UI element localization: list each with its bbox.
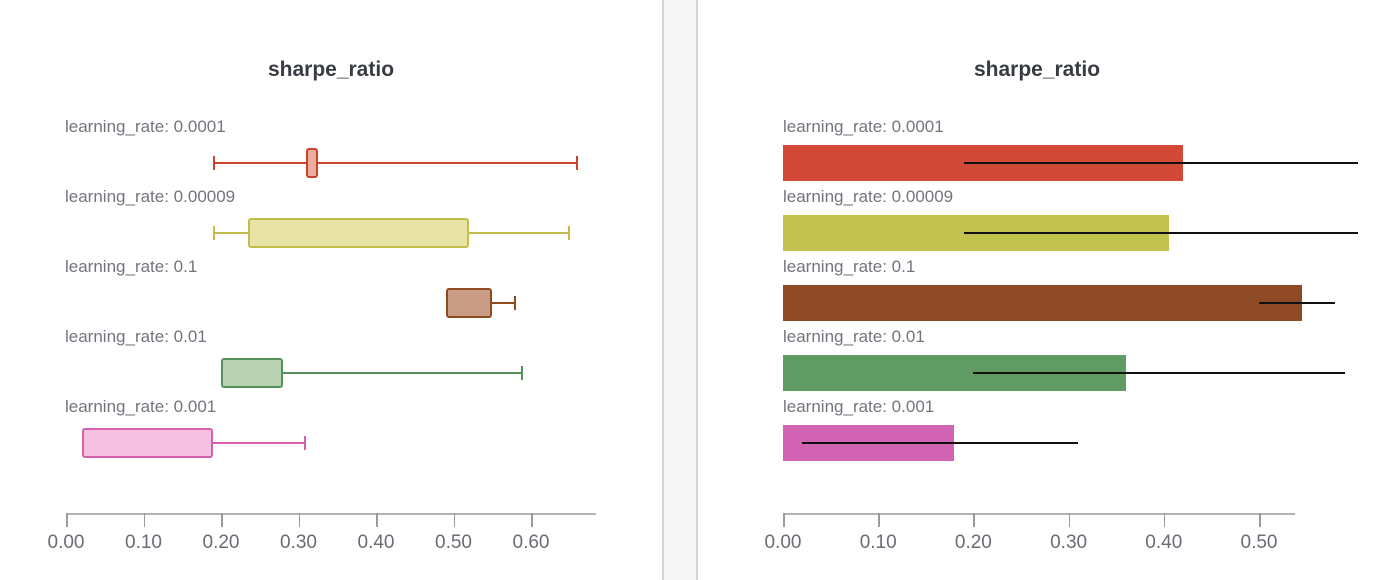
box-whisker-cap-max [575,156,578,170]
category-label: learning_rate: 0.01 [65,327,207,346]
x-axis-tick [783,513,785,527]
x-axis-tick [1259,513,1261,527]
x-axis-tick-label: 0.60 [512,532,550,553]
x-axis-tick [878,513,880,527]
x-axis-tick-label: 0.00 [47,532,85,553]
error-bar [973,371,1345,375]
x-axis-tick [376,513,378,527]
barchart-plot-area: learning_rate: 0.0001 learning_rate: 0.00… [698,0,1376,580]
bar [783,285,1302,321]
x-axis-tick [221,513,223,527]
category-label: learning_rate: 0.0001 [783,117,944,136]
x-axis-tick [298,513,300,527]
x-axis-tick-label: 0.10 [125,532,162,553]
panel-divider [662,0,698,580]
x-axis-tick [143,513,145,527]
box-whisker-line [213,162,578,164]
x-axis-tick-label: 0.50 [1240,532,1278,553]
x-axis-tick-label: 0.30 [280,532,317,553]
box-iqr [81,428,214,458]
x-axis-line [783,513,1295,515]
boxplot-plot-area: learning_rate: 0.0001 learning_rate: 0.00… [0,0,662,580]
panel-barchart: sharpe_ratio learning_rate: 0.0001 learni… [698,0,1376,580]
x-axis-tick-label: 0.40 [1145,532,1183,553]
box-iqr [221,358,283,388]
error-bar [963,231,1358,235]
box-iqr [306,148,318,178]
box-whisker-cap-min [213,156,216,170]
x-axis-tick-label: 0.20 [954,532,992,553]
x-axis-tick-label: 0.30 [1050,532,1088,553]
category-label: learning_rate: 0.0001 [65,117,226,136]
box-whisker-cap-max [567,226,570,240]
box-iqr [248,218,469,248]
error-bar [802,441,1079,445]
panel-boxplot: sharpe_ratio learning_rate: 0.0001 learni… [0,0,662,580]
error-bar [963,161,1358,165]
error-bar [1259,301,1336,305]
x-axis-tick-label: 0.50 [435,532,472,553]
category-label: learning_rate: 0.001 [65,397,217,416]
category-label: learning_rate: 0.00009 [783,187,954,206]
x-axis-tick-label: 0.40 [357,532,395,553]
box-whisker-cap-max [304,436,307,450]
box-whisker-line [221,372,524,374]
x-axis-tick [973,513,975,527]
x-axis-tick [66,513,68,527]
x-axis-tick-label: 0.00 [764,532,802,553]
x-axis-tick [1163,513,1166,527]
chart-title: sharpe_ratio [267,58,395,81]
category-label: learning_rate: 0.00009 [65,187,236,206]
x-axis-line [66,513,596,515]
box-whisker-cap-max [513,296,516,310]
x-axis-tick-label: 0.20 [202,532,240,553]
category-label: learning_rate: 0.01 [783,327,925,346]
category-label: learning_rate: 0.001 [783,397,935,416]
x-axis-tick [531,513,533,527]
category-label: learning_rate: 0.1 [65,257,198,276]
category-label: learning_rate: 0.1 [783,257,916,276]
bar-rows-clip: learning_rate: 0.0001 learning_rate: 0.00… [698,0,1358,500]
x-axis-tick-label: 0.10 [859,532,897,553]
box-iqr [445,288,493,318]
x-axis-tick [1068,513,1071,527]
chart-title: sharpe_ratio [973,58,1101,81]
x-axis-tick [453,513,455,527]
box-whisker-cap-max [521,366,524,380]
box-whisker-cap-min [213,226,216,240]
